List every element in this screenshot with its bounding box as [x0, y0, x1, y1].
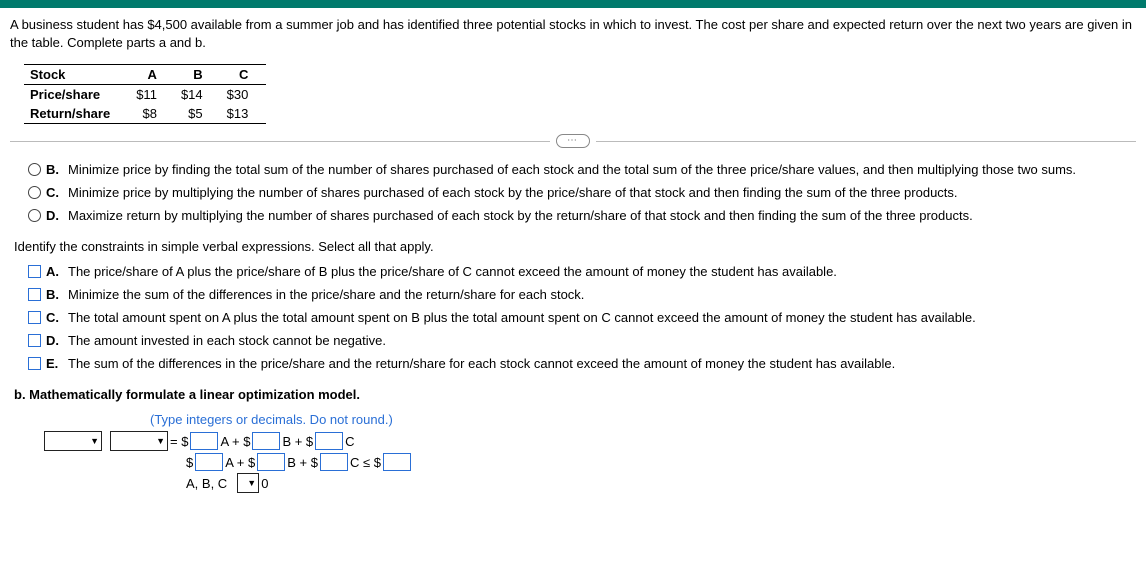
rhs-input[interactable]: [383, 453, 411, 471]
c-le: C ≤ $: [350, 455, 381, 470]
check-option-c: C. The total amount spent on A plus the …: [28, 310, 1136, 327]
radio-b-text: Minimize price by finding the total sum …: [68, 162, 1136, 177]
th-stock: Stock: [24, 65, 130, 85]
return-c: $13: [221, 104, 267, 124]
check-option-d: D. The amount invested in each stock can…: [28, 333, 1136, 350]
check-c-label: C.: [46, 310, 68, 325]
th-c: C: [221, 65, 267, 85]
expand-divider: ⋯: [10, 134, 1136, 148]
check-b-label: B.: [46, 287, 68, 302]
check-e-label: E.: [46, 356, 68, 371]
radio-c-label: C.: [46, 185, 68, 200]
price-c: $30: [221, 85, 267, 105]
checkbox-a[interactable]: [28, 265, 41, 278]
stock-table: Stock A B C Price/share $11 $14 $30 Retu…: [24, 64, 266, 124]
price-a: $11: [130, 85, 175, 105]
cons-a-input[interactable]: [195, 453, 223, 471]
check-c-text: The total amount spent on A plus the tot…: [68, 310, 1136, 325]
relation-dropdown[interactable]: ▼: [237, 473, 259, 493]
return-b: $5: [175, 104, 221, 124]
check-d-text: The amount invested in each stock cannot…: [68, 333, 1136, 348]
checkbox-c[interactable]: [28, 311, 41, 324]
check-option-e: E. The sum of the differences in the pri…: [28, 356, 1136, 373]
radio-d-text: Maximize return by multiplying the numbe…: [68, 208, 1136, 223]
b-plus-2: B + $: [287, 455, 318, 470]
dollar-1: $: [186, 455, 193, 470]
check-option-b: B. Minimize the sum of the differences i…: [28, 287, 1136, 304]
radio-b[interactable]: [28, 163, 41, 176]
radio-option-c: C. Minimize price by multiplying the num…: [28, 185, 1136, 202]
radio-option-b: B. Minimize price by finding the total s…: [28, 162, 1136, 179]
return-a: $8: [130, 104, 175, 124]
checkbox-d[interactable]: [28, 334, 41, 347]
coef-a-input[interactable]: [190, 432, 218, 450]
checkbox-e[interactable]: [28, 357, 41, 370]
radio-d-label: D.: [46, 208, 68, 223]
checkbox-b[interactable]: [28, 288, 41, 301]
check-b-text: Minimize the sum of the differences in t…: [68, 287, 1136, 302]
row-return-label: Return/share: [24, 104, 130, 124]
check-e-text: The sum of the differences in the price/…: [68, 356, 1136, 371]
cons-c-input[interactable]: [320, 453, 348, 471]
check-d-label: D.: [46, 333, 68, 348]
th-a: A: [130, 65, 175, 85]
radio-option-d: D. Maximize return by multiplying the nu…: [28, 208, 1136, 225]
objective-dropdown-2[interactable]: ▼: [110, 431, 168, 451]
coef-c-input[interactable]: [315, 432, 343, 450]
th-b: B: [175, 65, 221, 85]
nonneg-row: A, B, C ▼ 0: [184, 473, 1136, 493]
chevron-down-icon: ▼: [90, 436, 99, 446]
formula-hint: (Type integers or decimals. Do not round…: [150, 412, 1136, 427]
check-a-label: A.: [46, 264, 68, 279]
cons-b-input[interactable]: [257, 453, 285, 471]
chevron-down-icon: ▼: [156, 436, 165, 446]
coef-b-input[interactable]: [252, 432, 280, 450]
zero-label: 0: [261, 476, 268, 491]
constraint-row: $ A + $ B + $ C ≤ $: [184, 453, 1136, 471]
part-b-text: b. Mathematically formulate a linear opt…: [14, 387, 360, 402]
row-price-label: Price/share: [24, 85, 130, 105]
check-a-text: The price/share of A plus the price/shar…: [68, 264, 1136, 279]
radio-b-label: B.: [46, 162, 68, 177]
check-option-a: A. The price/share of A plus the price/s…: [28, 264, 1136, 281]
objective-dropdown-1[interactable]: ▼: [44, 431, 102, 451]
expand-chip[interactable]: ⋯: [556, 134, 590, 148]
top-bar: [0, 0, 1146, 8]
a-plus: A + $: [220, 434, 250, 449]
c-tail: C: [345, 434, 354, 449]
price-b: $14: [175, 85, 221, 105]
a-plus-2: A + $: [225, 455, 255, 470]
chevron-down-icon: ▼: [247, 478, 256, 488]
radio-c[interactable]: [28, 186, 41, 199]
abc-label: A, B, C: [186, 476, 227, 491]
eq-sign: = $: [170, 434, 188, 449]
b-plus: B + $: [282, 434, 313, 449]
question-prompt: A business student has $4,500 available …: [10, 16, 1136, 52]
radio-d[interactable]: [28, 209, 41, 222]
part-b-prompt: b. Mathematically formulate a linear opt…: [14, 387, 1136, 402]
objective-row: ▼ ▼ = $ A + $ B + $ C: [44, 431, 1136, 451]
radio-c-text: Minimize price by multiplying the number…: [68, 185, 1136, 200]
constraints-prompt: Identify the constraints in simple verba…: [14, 239, 1136, 254]
